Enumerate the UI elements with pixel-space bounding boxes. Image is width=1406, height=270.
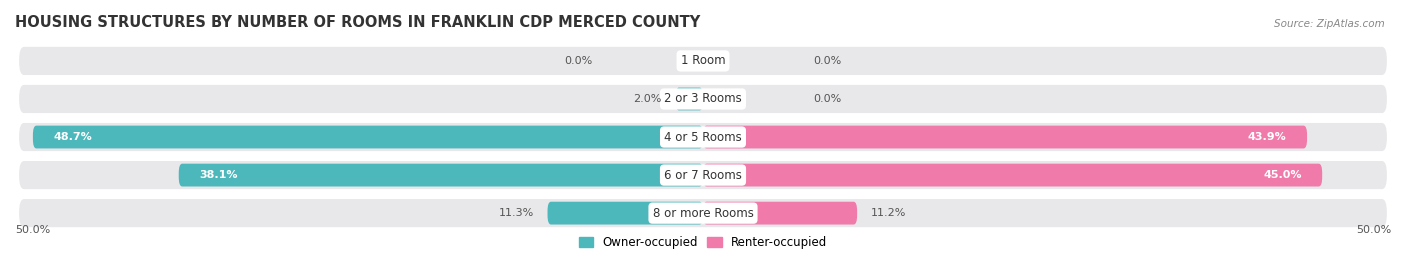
Text: 50.0%: 50.0% xyxy=(1355,225,1391,235)
FancyBboxPatch shape xyxy=(547,202,703,225)
FancyBboxPatch shape xyxy=(675,87,703,110)
FancyBboxPatch shape xyxy=(20,199,1386,227)
FancyBboxPatch shape xyxy=(703,126,1308,149)
Text: 11.3%: 11.3% xyxy=(499,208,534,218)
Text: 48.7%: 48.7% xyxy=(53,132,93,142)
Text: 0.0%: 0.0% xyxy=(813,94,841,104)
FancyBboxPatch shape xyxy=(20,161,1386,189)
Text: 11.2%: 11.2% xyxy=(870,208,907,218)
Text: 0.0%: 0.0% xyxy=(813,56,841,66)
Text: 43.9%: 43.9% xyxy=(1247,132,1286,142)
FancyBboxPatch shape xyxy=(20,47,1386,75)
FancyBboxPatch shape xyxy=(32,126,703,149)
Text: 45.0%: 45.0% xyxy=(1263,170,1302,180)
Text: 2.0%: 2.0% xyxy=(633,94,662,104)
Text: 8 or more Rooms: 8 or more Rooms xyxy=(652,207,754,220)
FancyBboxPatch shape xyxy=(703,202,858,225)
FancyBboxPatch shape xyxy=(179,164,703,187)
FancyBboxPatch shape xyxy=(703,164,1322,187)
FancyBboxPatch shape xyxy=(20,85,1386,113)
FancyBboxPatch shape xyxy=(20,123,1386,151)
Text: Source: ZipAtlas.com: Source: ZipAtlas.com xyxy=(1274,19,1385,29)
Text: HOUSING STRUCTURES BY NUMBER OF ROOMS IN FRANKLIN CDP MERCED COUNTY: HOUSING STRUCTURES BY NUMBER OF ROOMS IN… xyxy=(15,15,700,30)
Text: 4 or 5 Rooms: 4 or 5 Rooms xyxy=(664,130,742,144)
Legend: Owner-occupied, Renter-occupied: Owner-occupied, Renter-occupied xyxy=(574,231,832,254)
Text: 1 Room: 1 Room xyxy=(681,55,725,68)
Text: 38.1%: 38.1% xyxy=(200,170,238,180)
Text: 6 or 7 Rooms: 6 or 7 Rooms xyxy=(664,168,742,182)
Text: 2 or 3 Rooms: 2 or 3 Rooms xyxy=(664,93,742,106)
Text: 0.0%: 0.0% xyxy=(565,56,593,66)
Text: 50.0%: 50.0% xyxy=(15,225,51,235)
